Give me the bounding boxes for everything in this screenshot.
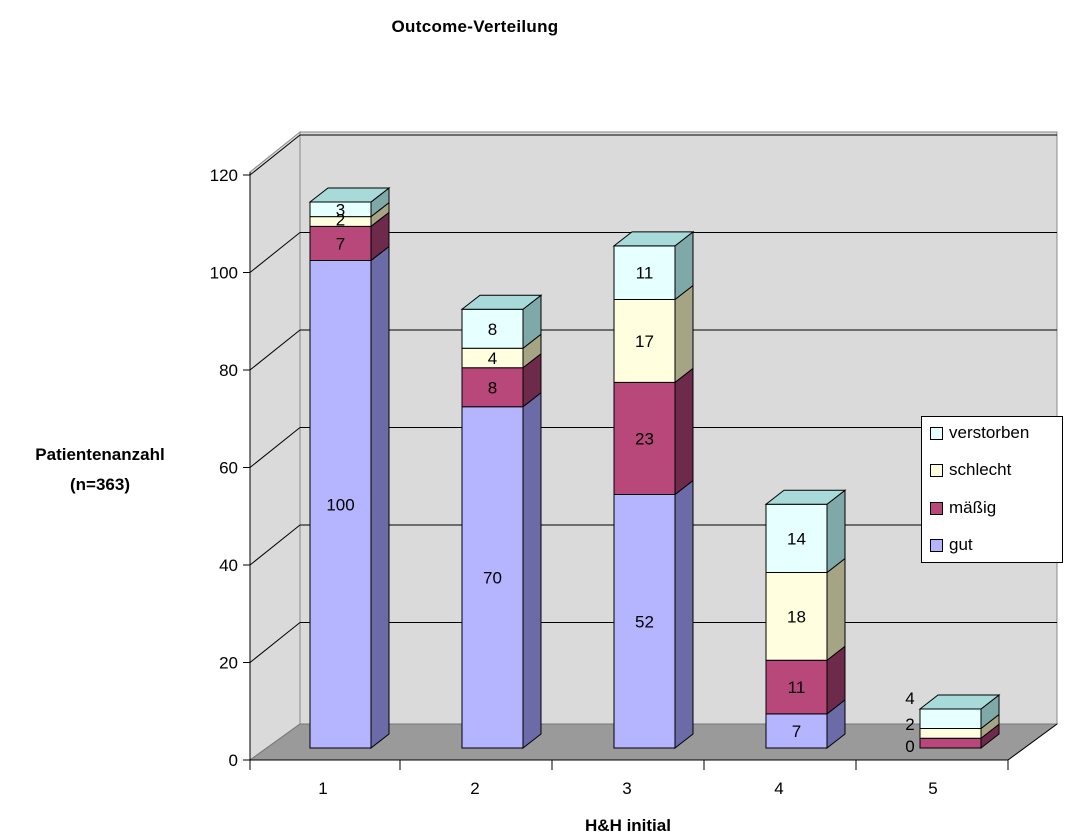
- gridline-side: [249, 427, 301, 468]
- legend-label-schlecht: schlecht: [949, 460, 1012, 479]
- bar-side-gut-2: [522, 391, 542, 750]
- bar-gut-4: [765, 713, 828, 749]
- data-label: 100: [326, 495, 354, 514]
- y-axis-title-line-1: Patientenanzahl: [35, 445, 165, 464]
- legend-item-verstorben: verstorben: [930, 422, 1029, 444]
- bar-maessig-4: [765, 659, 828, 715]
- data-label: 52: [635, 612, 654, 631]
- data-label: 7: [336, 234, 345, 253]
- y-tick-label: 80: [219, 361, 238, 380]
- floor-edge: [1007, 723, 1058, 761]
- data-label: 2: [905, 715, 914, 734]
- data-label: 23: [635, 429, 654, 448]
- bar-side-schlecht-4: [826, 557, 846, 662]
- data-label: 3: [336, 200, 345, 219]
- gridline-side: [249, 134, 301, 176]
- legend-swatch-maessig: [930, 501, 943, 515]
- side-wall: [249, 130, 301, 761]
- bar-gut-1: [309, 260, 372, 749]
- legend-item-schlecht: schlecht: [930, 459, 1011, 481]
- legend-swatch-verstorben: [930, 426, 943, 440]
- bar-top-2: [460, 294, 543, 310]
- y-tick-label: 100: [210, 264, 238, 283]
- data-label: 14: [787, 529, 806, 548]
- bar-gut-3: [613, 494, 676, 749]
- bar-side-gut-1: [370, 245, 390, 750]
- legend: verstorben schlecht mäßig gut: [921, 416, 1063, 563]
- bar-verstorben-3: [613, 245, 676, 300]
- chart-title: Outcome-Verteilung: [391, 17, 559, 36]
- bar-side-maessig-3: [674, 367, 694, 496]
- data-label: 11: [788, 678, 806, 697]
- data-label: 2: [336, 210, 345, 229]
- data-label: 11: [636, 264, 654, 283]
- y-tick-label: 40: [219, 556, 238, 575]
- bar-top-5: [918, 694, 1001, 710]
- bar-schlecht-4: [765, 572, 828, 661]
- legend-item-gut: gut: [930, 534, 973, 556]
- bar-top-3: [612, 231, 695, 247]
- x-tick-label: 1: [318, 779, 327, 798]
- gridline-side: [249, 622, 301, 663]
- bar-stack-5: 0 2 4: [905, 689, 1001, 756]
- legend-swatch-gut: [930, 538, 943, 552]
- data-label: 17: [635, 332, 654, 351]
- data-label: 4: [905, 689, 914, 708]
- data-label: 8: [488, 378, 497, 397]
- y-tick-label: 120: [210, 166, 238, 185]
- bar-verstorben-2: [461, 308, 524, 349]
- gridline-side: [249, 329, 301, 371]
- x-tick-label: 3: [622, 779, 631, 798]
- legend-label-gut: gut: [949, 535, 973, 554]
- x-tick-label: 2: [470, 779, 479, 798]
- gridline-side: [249, 232, 301, 273]
- y-tick-label: 20: [219, 654, 238, 673]
- data-label: 8: [488, 320, 497, 339]
- legend-swatch-schlecht: [930, 463, 943, 477]
- bar-verstorben-4: [765, 503, 828, 573]
- bar-stack-3: 52 23 17 11: [612, 230, 695, 750]
- y-axis-title-line-2: (n=363): [70, 475, 130, 494]
- data-label: 70: [483, 568, 502, 587]
- bar-stack-1: 100 7 23: [308, 186, 391, 750]
- bar-top-1: [308, 187, 391, 203]
- y-tick-label: 0: [229, 751, 238, 770]
- x-tick-label: 5: [928, 779, 937, 798]
- bar-top-4: [764, 489, 847, 505]
- bar-schlecht-5: [919, 728, 982, 739]
- data-label: 18: [787, 607, 806, 626]
- bar-side-gut-3: [674, 479, 694, 750]
- legend-label-verstorben: verstorben: [949, 423, 1030, 442]
- data-label: 4: [488, 349, 497, 368]
- bar-verstorben-5: [919, 708, 982, 729]
- gridline-side: [249, 524, 301, 566]
- x-tick-label: 4: [774, 779, 783, 798]
- y-tick-label: 60: [219, 459, 238, 478]
- y-axis-title: Patientenanzahl (n=363): [30, 440, 170, 500]
- bar-side-schlecht-3: [674, 284, 694, 384]
- x-axis-title: H&H initial: [585, 816, 671, 835]
- bar-stack-4: 7 11 18 14: [764, 489, 847, 750]
- data-label: 0: [905, 737, 914, 756]
- bar-maessig-3: [613, 381, 676, 495]
- bar-maessig-5: [919, 737, 982, 749]
- legend-item-maessig: mäßig: [930, 497, 996, 519]
- data-label: 7: [792, 722, 801, 741]
- bar-stack-2: 70 8 4 8: [460, 294, 543, 750]
- legend-label-maessig: mäßig: [949, 498, 997, 517]
